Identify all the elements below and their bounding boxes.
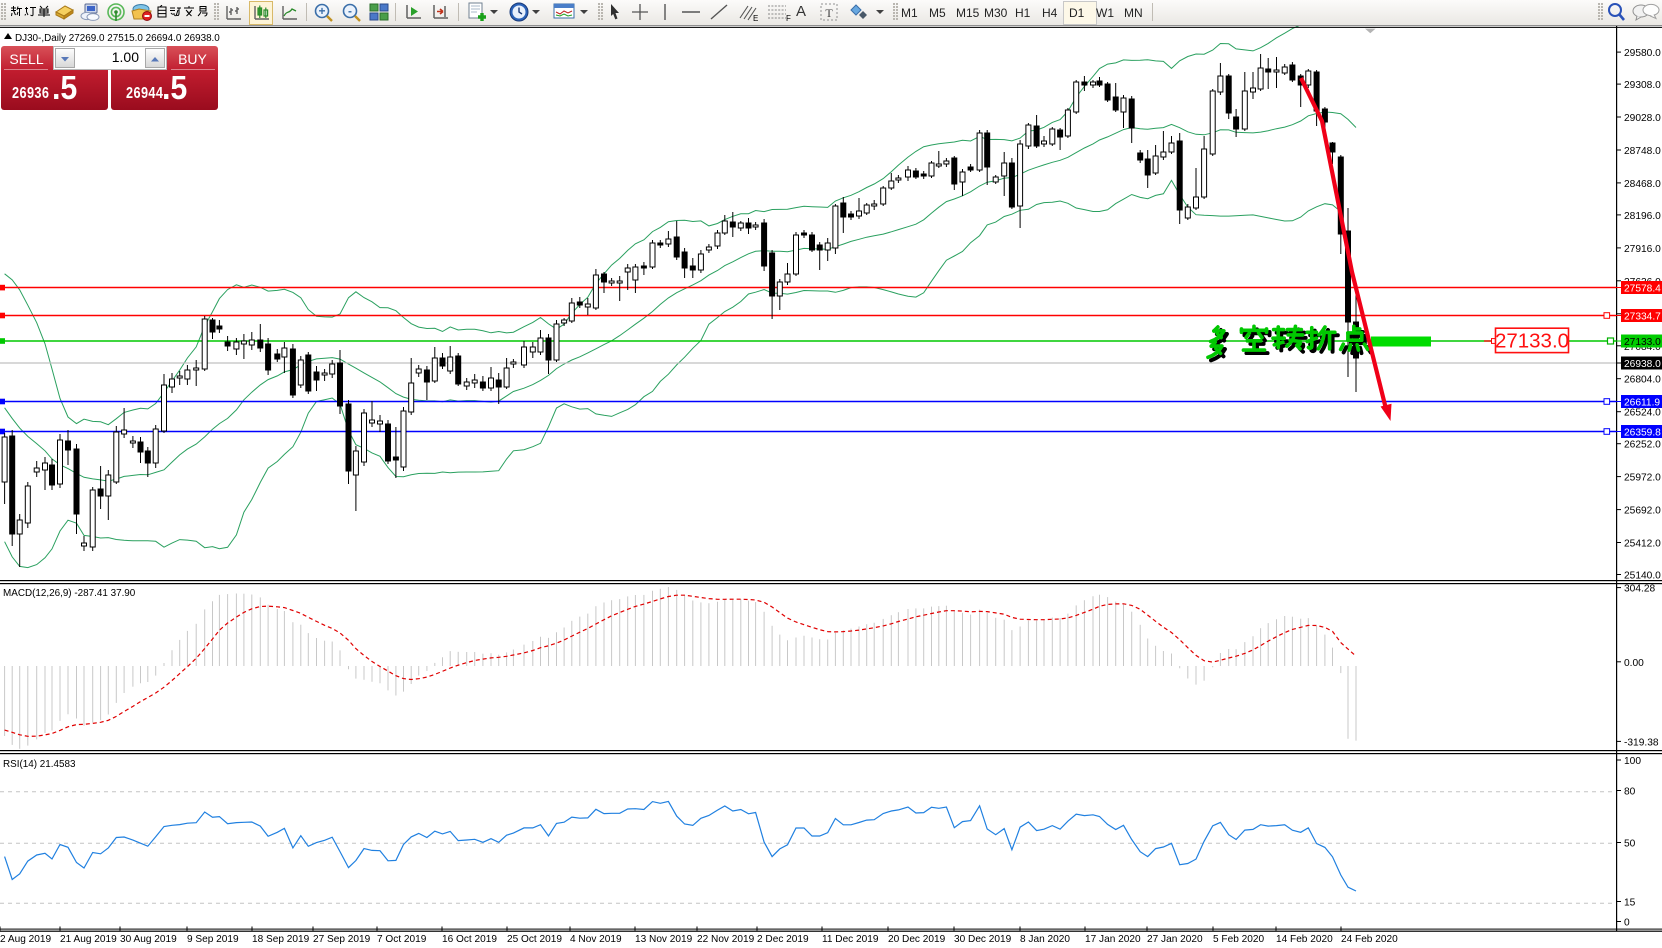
svg-text:27916.0: 27916.0: [1624, 244, 1661, 255]
svg-text:26938.0: 26938.0: [1624, 359, 1661, 370]
svg-text:25692.0: 25692.0: [1624, 506, 1661, 517]
svg-text:26611.9: 26611.9: [1624, 398, 1660, 409]
svg-text:F: F: [786, 14, 791, 23]
svg-text:29580.0: 29580.0: [1624, 48, 1661, 59]
svg-text:0: 0: [1624, 918, 1630, 929]
svg-text:14 Feb 2020: 14 Feb 2020: [1276, 934, 1333, 945]
svg-text:22 Nov 2019: 22 Nov 2019: [697, 934, 755, 945]
svg-text:2 Aug 2019: 2 Aug 2019: [0, 934, 51, 945]
svg-text:100: 100: [1624, 756, 1641, 767]
svg-text:21 Aug 2019: 21 Aug 2019: [60, 934, 117, 945]
svg-text:5 Feb 2020: 5 Feb 2020: [1213, 934, 1264, 945]
svg-text:16 Oct 2019: 16 Oct 2019: [442, 934, 497, 945]
svg-text:25412.0: 25412.0: [1624, 539, 1661, 550]
svg-text:28196.0: 28196.0: [1624, 211, 1661, 222]
svg-text:27133.0: 27133.0: [1624, 337, 1661, 348]
svg-text:E: E: [753, 14, 758, 23]
svg-text:17 Jan 2020: 17 Jan 2020: [1085, 934, 1141, 945]
svg-text:RSI(14) 21.4583: RSI(14) 21.4583: [3, 759, 76, 770]
svg-text:11 Dec 2019: 11 Dec 2019: [822, 934, 879, 945]
svg-text:26252.0: 26252.0: [1624, 440, 1661, 451]
svg-text:-319.38: -319.38: [1624, 737, 1659, 748]
svg-text:20 Dec 2019: 20 Dec 2019: [888, 934, 946, 945]
svg-text:27334.7: 27334.7: [1624, 312, 1661, 323]
svg-text:0.00: 0.00: [1624, 658, 1644, 669]
svg-text:30 Aug 2019: 30 Aug 2019: [120, 934, 177, 945]
svg-text:30 Dec 2019: 30 Dec 2019: [954, 934, 1012, 945]
svg-text:DJ30-,Daily 27269.0 27515.0 2: DJ30-,Daily 27269.0 27515.0 26694.0 2693…: [15, 33, 220, 44]
svg-text:27133.0: 27133.0: [1495, 330, 1569, 353]
svg-text:+: +: [318, 4, 325, 18]
svg-text:27 Jan 2020: 27 Jan 2020: [1147, 934, 1203, 945]
svg-text:24 Feb 2020: 24 Feb 2020: [1341, 934, 1398, 945]
svg-text:MACD(12,26,9) -287.41 37.90: MACD(12,26,9) -287.41 37.90: [3, 588, 136, 599]
svg-text:9 Sep 2019: 9 Sep 2019: [187, 934, 239, 945]
svg-text:50: 50: [1624, 839, 1636, 850]
svg-text:18 Sep 2019: 18 Sep 2019: [252, 934, 310, 945]
svg-text:25 Oct 2019: 25 Oct 2019: [507, 934, 562, 945]
svg-text:T: T: [825, 6, 833, 20]
svg-text:304.28: 304.28: [1624, 584, 1655, 595]
svg-text:27 Sep 2019: 27 Sep 2019: [313, 934, 371, 945]
svg-text:4 Nov 2019: 4 Nov 2019: [570, 934, 622, 945]
svg-text:80: 80: [1624, 787, 1636, 798]
svg-text:15: 15: [1624, 898, 1636, 909]
svg-text:28468.0: 28468.0: [1624, 179, 1661, 190]
svg-text:26524.0: 26524.0: [1624, 408, 1661, 419]
svg-text:29028.0: 29028.0: [1624, 113, 1661, 124]
svg-text:25140.0: 25140.0: [1624, 571, 1661, 582]
svg-text:-: -: [348, 4, 352, 18]
svg-text:27578.4: 27578.4: [1624, 284, 1661, 295]
svg-text:26804.0: 26804.0: [1624, 375, 1661, 386]
svg-text:26359.8: 26359.8: [1624, 428, 1661, 439]
svg-text:2 Dec 2019: 2 Dec 2019: [757, 934, 809, 945]
svg-text:25972.0: 25972.0: [1624, 473, 1661, 484]
svg-text:28748.0: 28748.0: [1624, 146, 1661, 157]
svg-text:8 Jan 2020: 8 Jan 2020: [1020, 934, 1070, 945]
svg-text:13 Nov 2019: 13 Nov 2019: [635, 934, 693, 945]
svg-text:7 Oct 2019: 7 Oct 2019: [377, 934, 427, 945]
svg-text:29308.0: 29308.0: [1624, 80, 1661, 91]
